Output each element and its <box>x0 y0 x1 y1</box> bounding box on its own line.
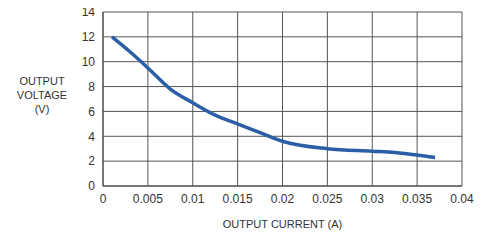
svg-text:0.04: 0.04 <box>450 192 474 206</box>
svg-text:OUTPUTVOLTAGE(V): OUTPUTVOLTAGE(V) <box>17 75 67 115</box>
svg-text:14: 14 <box>82 8 96 19</box>
svg-text:0.035: 0.035 <box>402 192 432 206</box>
svg-text:0.005: 0.005 <box>133 192 163 206</box>
svg-text:OUTPUT CURRENT (A): OUTPUT CURRENT (A) <box>223 218 342 230</box>
svg-text:2: 2 <box>88 154 95 168</box>
svg-text:0.03: 0.03 <box>361 192 385 206</box>
svg-text:0.015: 0.015 <box>223 192 253 206</box>
svg-text:12: 12 <box>82 30 96 44</box>
svg-text:10: 10 <box>82 55 96 69</box>
svg-text:0.025: 0.025 <box>312 192 342 206</box>
svg-text:0.01: 0.01 <box>181 192 205 206</box>
svg-text:6: 6 <box>88 105 95 119</box>
svg-text:4: 4 <box>88 130 95 144</box>
svg-text:0: 0 <box>100 192 107 206</box>
svg-text:0.02: 0.02 <box>271 192 295 206</box>
svg-text:8: 8 <box>88 80 95 94</box>
svg-text:0: 0 <box>88 179 95 193</box>
